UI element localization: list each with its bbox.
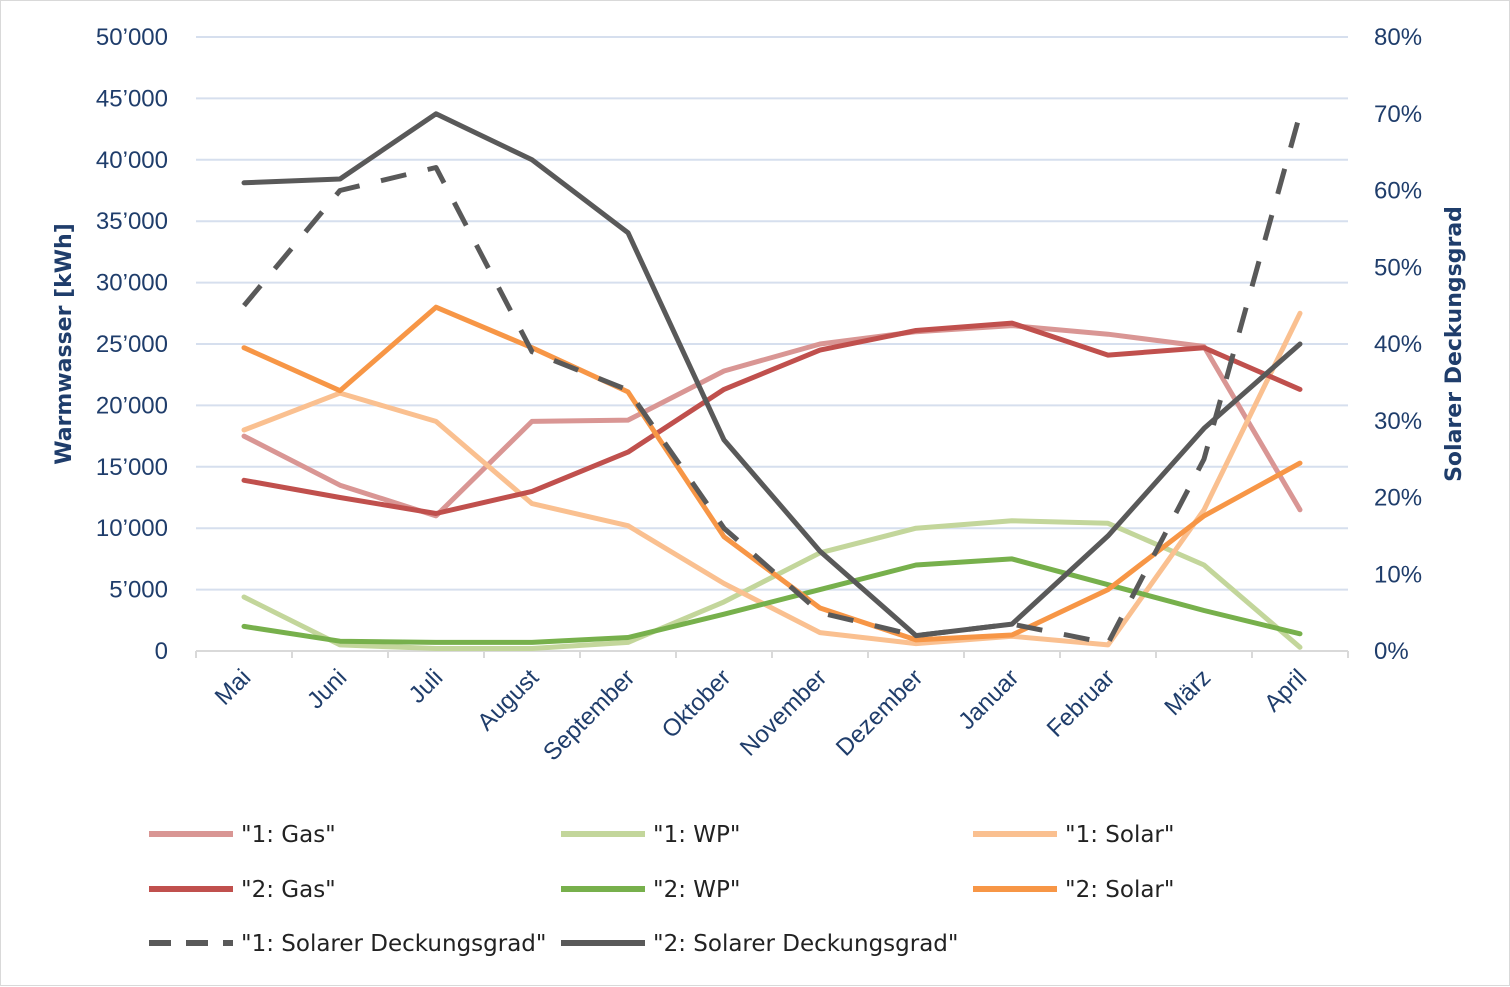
y-left-tick-label: 50’000 xyxy=(96,24,168,51)
y-right-tick-label: 0% xyxy=(1374,638,1409,665)
y-right-tick-label: 80% xyxy=(1374,24,1422,51)
series-line-3 xyxy=(241,320,1303,516)
y-left-tick-label: 40’000 xyxy=(96,147,168,174)
x-tick-label: Juni xyxy=(302,664,352,714)
y-left-tick-label: 25’000 xyxy=(96,331,168,358)
x-tick-label: Januar xyxy=(953,664,1024,735)
x-tick-label: Juli xyxy=(404,664,449,709)
x-tick-label: Mai xyxy=(210,664,256,710)
y-right-tick-label: 50% xyxy=(1374,254,1422,281)
y-right-tick-label: 30% xyxy=(1374,408,1422,435)
x-tick-label: November xyxy=(735,664,832,761)
legend-label: "2: WP" xyxy=(653,877,740,903)
y-axis-right: 0% 10% 20% 30% 40% 50% 60% 70% 80% xyxy=(1374,24,1422,665)
x-tick-label: August xyxy=(472,664,544,736)
y-right-tick-label: 40% xyxy=(1374,331,1422,358)
y-left-tick-label: 5’000 xyxy=(109,577,168,604)
y-left-tick-label: 45’000 xyxy=(96,85,168,112)
y-axis-right-title: Solarer Deckungsgrad xyxy=(1442,206,1467,482)
y-axis-left: 0 5’000 10’000 15’000 20’000 25’000 30’000 35’0… xyxy=(96,24,168,665)
y-right-tick-label: 60% xyxy=(1374,178,1422,205)
x-tick-label: Dezember xyxy=(831,664,928,761)
legend-label: "1: Solarer Deckungsgrad" xyxy=(241,931,546,957)
y-left-tick-label: 15’000 xyxy=(96,454,168,481)
legend-label: "2: Solar" xyxy=(1065,877,1174,903)
series-line-7 xyxy=(241,111,1303,639)
x-tick-label: Oktober xyxy=(657,664,736,743)
series-line-1 xyxy=(241,518,1303,651)
y-left-tick-label: 35’000 xyxy=(96,208,168,235)
series-line-2 xyxy=(241,310,1303,648)
x-tick-label: März xyxy=(1159,664,1216,721)
y-left-tick-label: 0 xyxy=(155,638,168,665)
legend-label: "1: Solar" xyxy=(1065,822,1174,848)
legend-label: "1: WP" xyxy=(653,822,740,848)
series-line-6 xyxy=(242,113,1303,646)
y-axis-left-title: Warmwasser [kWh] xyxy=(52,223,77,465)
x-tick-label: September xyxy=(538,664,640,766)
y-right-tick-label: 20% xyxy=(1374,485,1422,512)
x-tick-label: Februar xyxy=(1042,664,1121,743)
y-right-tick-label: 10% xyxy=(1374,561,1422,588)
x-tick-label: April xyxy=(1259,664,1312,717)
legend-label: "1: Gas" xyxy=(241,822,336,848)
y-left-tick-label: 20’000 xyxy=(96,392,168,419)
series-lines xyxy=(241,111,1303,651)
legend: "1: Gas" "1: WP" "1: Solar" "2: Gas" "2: WP"… xyxy=(149,822,1174,957)
legend-label: "2: Solarer Deckungsgrad" xyxy=(653,931,958,957)
y-right-tick-label: 70% xyxy=(1374,101,1422,128)
y-left-tick-label: 30’000 xyxy=(96,270,168,297)
series-line-4 xyxy=(241,556,1303,645)
y-left-tick-label: 10’000 xyxy=(96,515,168,542)
legend-label: "2: Gas" xyxy=(241,877,336,903)
